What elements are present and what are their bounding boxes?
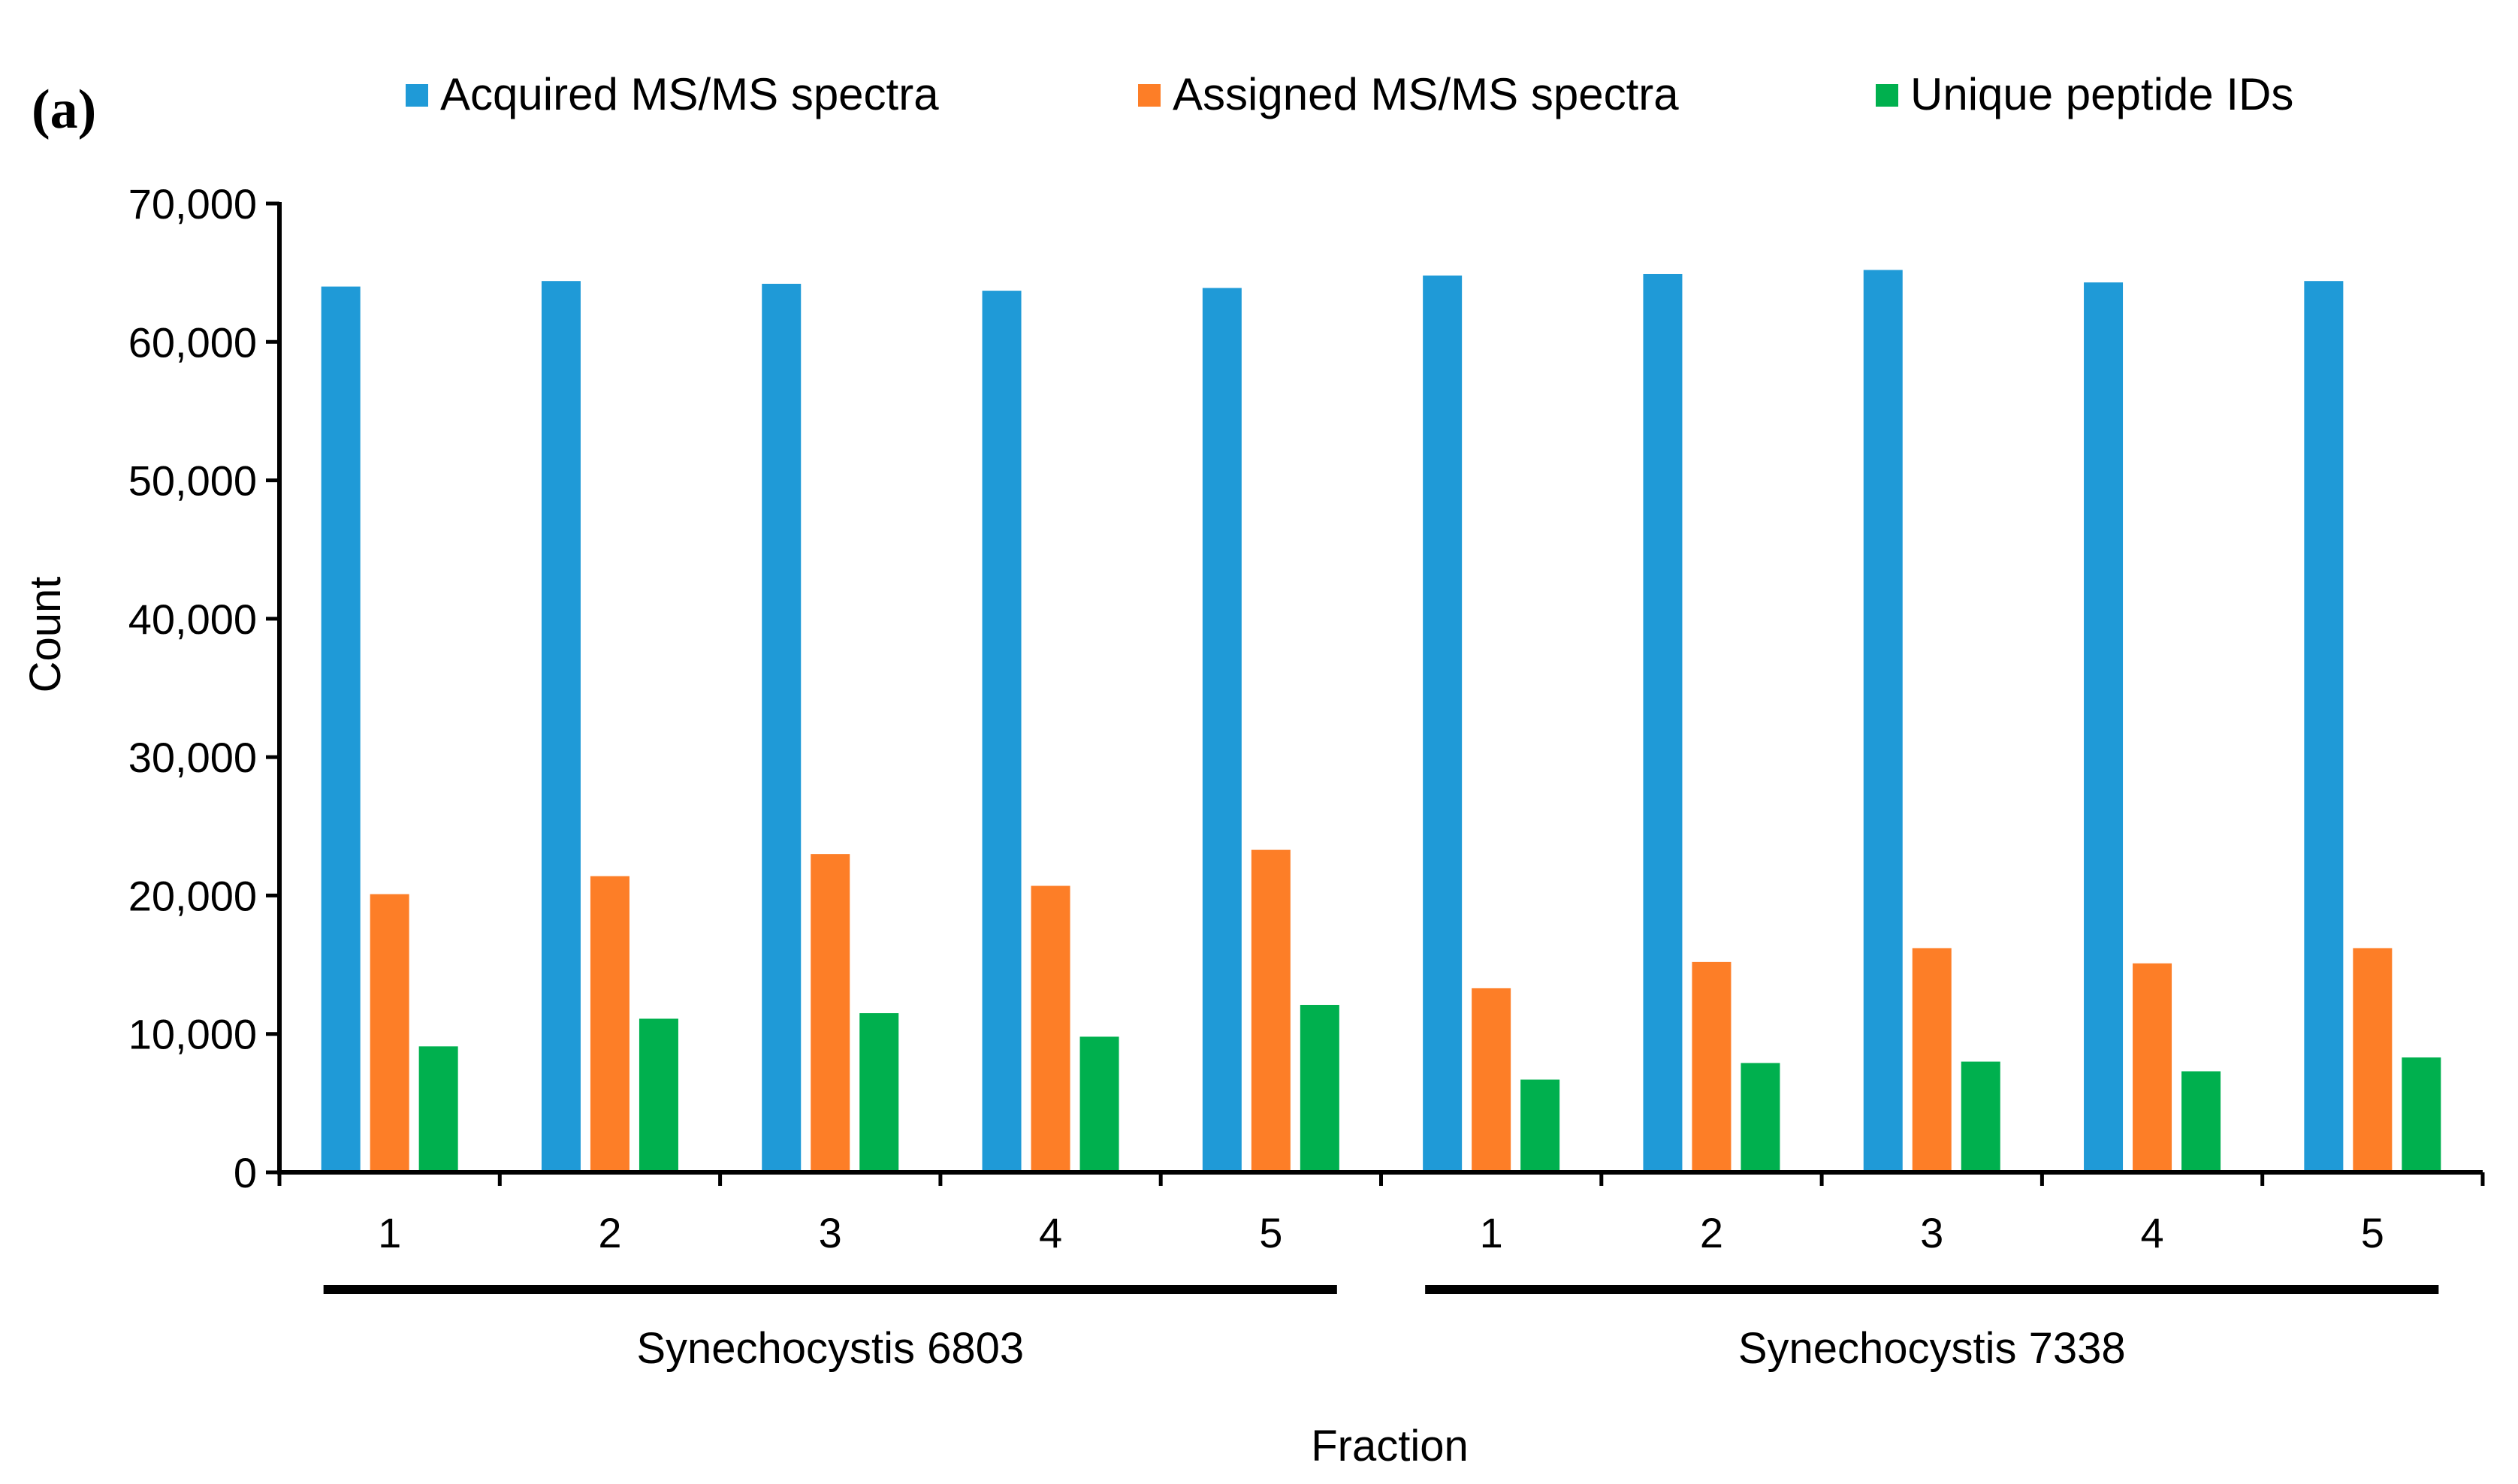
bar xyxy=(639,1018,678,1170)
bar xyxy=(2304,281,2344,1171)
bar xyxy=(1741,1063,1780,1170)
bar xyxy=(1202,288,1242,1170)
bar xyxy=(541,281,581,1171)
legend-swatch xyxy=(1876,84,1898,107)
legend-label: Unique peptide IDs xyxy=(1910,69,2293,119)
x-axis: 1 2 3 4 5 1 2 3 4 5 xyxy=(277,1170,2485,1256)
legend: Acquired MS/MS spectra Assigned MS/MS spe… xyxy=(406,69,2293,119)
bar xyxy=(2084,282,2124,1170)
bar xyxy=(2353,948,2393,1170)
x-tick-label: 2 xyxy=(1700,1209,1723,1256)
bar xyxy=(590,876,630,1170)
bar xyxy=(321,286,361,1171)
bar xyxy=(811,854,850,1170)
x-tick-label: 3 xyxy=(1920,1209,1943,1256)
bar xyxy=(1520,1079,1560,1170)
y-tick-label: 70,000 xyxy=(128,180,257,228)
x-tick-label: 4 xyxy=(2140,1209,2163,1256)
bar xyxy=(2402,1057,2441,1170)
bar xyxy=(1423,275,1463,1170)
bar xyxy=(1251,849,1291,1170)
bar xyxy=(1692,961,1732,1170)
x-tick-label: 1 xyxy=(378,1209,401,1256)
x-tick-label: 1 xyxy=(1480,1209,1503,1256)
x-tick-label: 4 xyxy=(1039,1209,1062,1256)
legend-swatch xyxy=(406,84,428,107)
bars xyxy=(321,270,2441,1171)
bar xyxy=(2133,963,2172,1170)
bar xyxy=(1472,988,1511,1170)
bar xyxy=(370,894,409,1170)
legend-swatch xyxy=(1138,84,1161,107)
y-axis: 0 10,000 20,000 30,000 40,000 50,000 60,000 70,… xyxy=(128,180,282,1196)
bar xyxy=(1961,1061,2000,1170)
x-tick-label: 3 xyxy=(819,1209,842,1256)
y-tick-label: 40,000 xyxy=(128,596,257,643)
bar xyxy=(1300,1005,1339,1170)
y-tick-label: 20,000 xyxy=(128,872,257,919)
bar xyxy=(2181,1071,2221,1170)
x-axis-title: Fraction xyxy=(1311,1422,1469,1470)
y-tick-label: 0 xyxy=(234,1149,257,1196)
y-tick-label: 30,000 xyxy=(128,734,257,781)
group-brackets: Synechocystis 6803 Synechocystis 7338 xyxy=(323,1285,2439,1373)
bar xyxy=(418,1046,458,1170)
bar xyxy=(1031,885,1070,1170)
group-label: Synechocystis 7338 xyxy=(1738,1324,2126,1373)
bar xyxy=(1912,948,1952,1170)
group-label: Synechocystis 6803 xyxy=(636,1324,1024,1373)
bar xyxy=(1863,270,1903,1170)
bar xyxy=(762,283,802,1170)
y-tick-label: 10,000 xyxy=(128,1011,257,1058)
bar xyxy=(859,1013,899,1170)
legend-label: Acquired MS/MS spectra xyxy=(440,69,939,119)
bar xyxy=(982,291,1022,1171)
y-axis-title: Count xyxy=(21,577,70,693)
bar xyxy=(1079,1036,1119,1170)
panel-label: (a) xyxy=(32,79,96,140)
y-tick-label: 60,000 xyxy=(128,318,257,366)
legend-label: Assigned MS/MS spectra xyxy=(1173,69,1679,119)
x-tick-label: 2 xyxy=(598,1209,621,1256)
x-tick-label: 5 xyxy=(1259,1209,1282,1256)
bar xyxy=(1643,273,1683,1170)
y-tick-label: 50,000 xyxy=(128,457,257,505)
x-tick-label: 5 xyxy=(2361,1209,2384,1256)
